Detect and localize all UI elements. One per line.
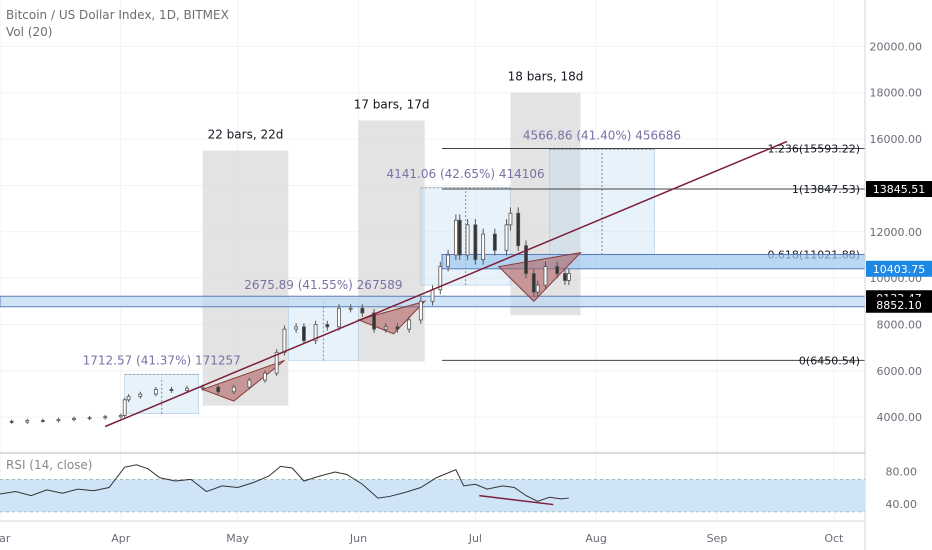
candle-down	[457, 219, 462, 256]
candle-down	[9, 421, 14, 423]
candle-up	[231, 386, 236, 393]
measure-box	[288, 298, 359, 361]
candle-down	[325, 324, 330, 328]
candle-down	[516, 212, 521, 247]
candle-down	[563, 273, 567, 281]
candle-up	[247, 379, 252, 388]
candle-up	[294, 326, 299, 330]
candle-up	[25, 420, 30, 423]
bar-range-label: 17 bars, 17d	[354, 98, 430, 112]
time-tick-label: Aug	[585, 532, 606, 545]
candle-up	[274, 351, 279, 374]
rsi-tick-label: 40.00	[886, 498, 918, 511]
candle-up	[481, 233, 486, 261]
time-tick-label: Jul	[468, 532, 482, 545]
candle-up	[418, 300, 423, 321]
candle-down	[395, 326, 400, 330]
candle-up	[118, 414, 123, 418]
fib-level-label: 0(6450.54)	[799, 354, 860, 367]
fib-level-label: 1.236(15593.22)	[767, 143, 860, 156]
price-tick-label: 6000.00	[877, 365, 923, 378]
candle-up	[446, 254, 450, 267]
candle-up	[56, 419, 61, 422]
candle-down	[473, 224, 478, 261]
candle-up	[313, 324, 318, 342]
candle-up	[465, 224, 470, 256]
candle-up	[504, 224, 509, 251]
candle-up	[153, 389, 158, 395]
price-tag: 13845.51	[873, 183, 926, 196]
bar-range-label: 18 bars, 18d	[508, 70, 584, 84]
triangle-pattern	[201, 359, 285, 402]
candle-down	[555, 266, 560, 274]
candle-up	[407, 319, 412, 330]
candle-up	[383, 326, 388, 330]
time-tick-label: Apr	[111, 532, 131, 545]
bar-range-box	[202, 150, 289, 406]
measure-label: 4141.06 (42.65%) 414106	[387, 167, 545, 181]
candle-down	[169, 389, 174, 391]
price-tick-label: 12000.00	[870, 226, 923, 239]
fib-level-label: 1(13847.53)	[792, 183, 860, 196]
rsi-label: RSI (14, close)	[6, 458, 92, 472]
rsi-divergence-line	[479, 494, 554, 506]
time-tick-label: Jun	[349, 532, 367, 545]
candle-down	[40, 420, 45, 422]
trendline	[104, 140, 788, 428]
symbol-title: Bitcoin / US Dollar Index, 1D, BITMEX	[6, 8, 229, 22]
price-tick-label: 8000.00	[877, 319, 923, 332]
candle-up	[200, 386, 205, 389]
measure-label: 4566.86 (41.40%) 456686	[523, 129, 681, 143]
candle-down	[372, 312, 376, 330]
candle-up	[126, 395, 131, 401]
time-tick-label: Oct	[824, 532, 844, 545]
price-tick-label: 16000.00	[870, 133, 923, 146]
candle-down	[360, 307, 365, 314]
candle-down	[492, 233, 497, 251]
candle-up	[543, 266, 548, 286]
candle-down	[524, 245, 528, 274]
volume-indicator-label: Vol (20)	[6, 25, 53, 39]
candle-up	[185, 387, 189, 391]
price-tag-bg	[866, 181, 932, 198]
price-tick-label: 20000.00	[870, 40, 923, 53]
candle-up	[337, 307, 341, 328]
candle-up	[72, 417, 76, 420]
rsi-band	[0, 479, 865, 512]
candle-up	[430, 289, 435, 302]
measure-label: 2675.89 (41.55%) 267589	[244, 278, 402, 292]
time-tick-label: Mar	[0, 532, 11, 545]
candle-up	[138, 393, 143, 397]
price-tag-bg	[866, 296, 932, 313]
candle-up	[263, 372, 267, 381]
candle-up	[566, 273, 571, 281]
candle-up	[348, 307, 353, 310]
time-tick-label: Sep	[707, 532, 728, 545]
rsi-line	[0, 464, 569, 502]
price-tick-label: 4000.00	[877, 411, 923, 424]
bar-range-label: 22 bars, 22d	[208, 128, 284, 142]
candle-down	[216, 386, 221, 393]
rsi-tick-label: 80.00	[886, 465, 918, 478]
candle-up	[508, 212, 513, 226]
measure-label: 1712.57 (41.37%) 171257	[83, 353, 241, 367]
candle-down	[302, 326, 306, 342]
candle-up	[282, 328, 287, 353]
candle-up	[453, 219, 458, 256]
candle-up	[122, 399, 127, 416]
candle-down	[531, 273, 536, 293]
price-tag-bg	[866, 260, 932, 277]
candle-up	[103, 416, 108, 419]
time-tick-label: May	[226, 532, 249, 545]
price-tag: 10403.75	[873, 263, 926, 276]
candle-up	[87, 417, 92, 420]
candle-up	[535, 284, 540, 293]
price-tick-label: 18000.00	[870, 87, 923, 100]
candle-up	[438, 266, 443, 291]
price-tag: 8852.10	[876, 299, 922, 312]
